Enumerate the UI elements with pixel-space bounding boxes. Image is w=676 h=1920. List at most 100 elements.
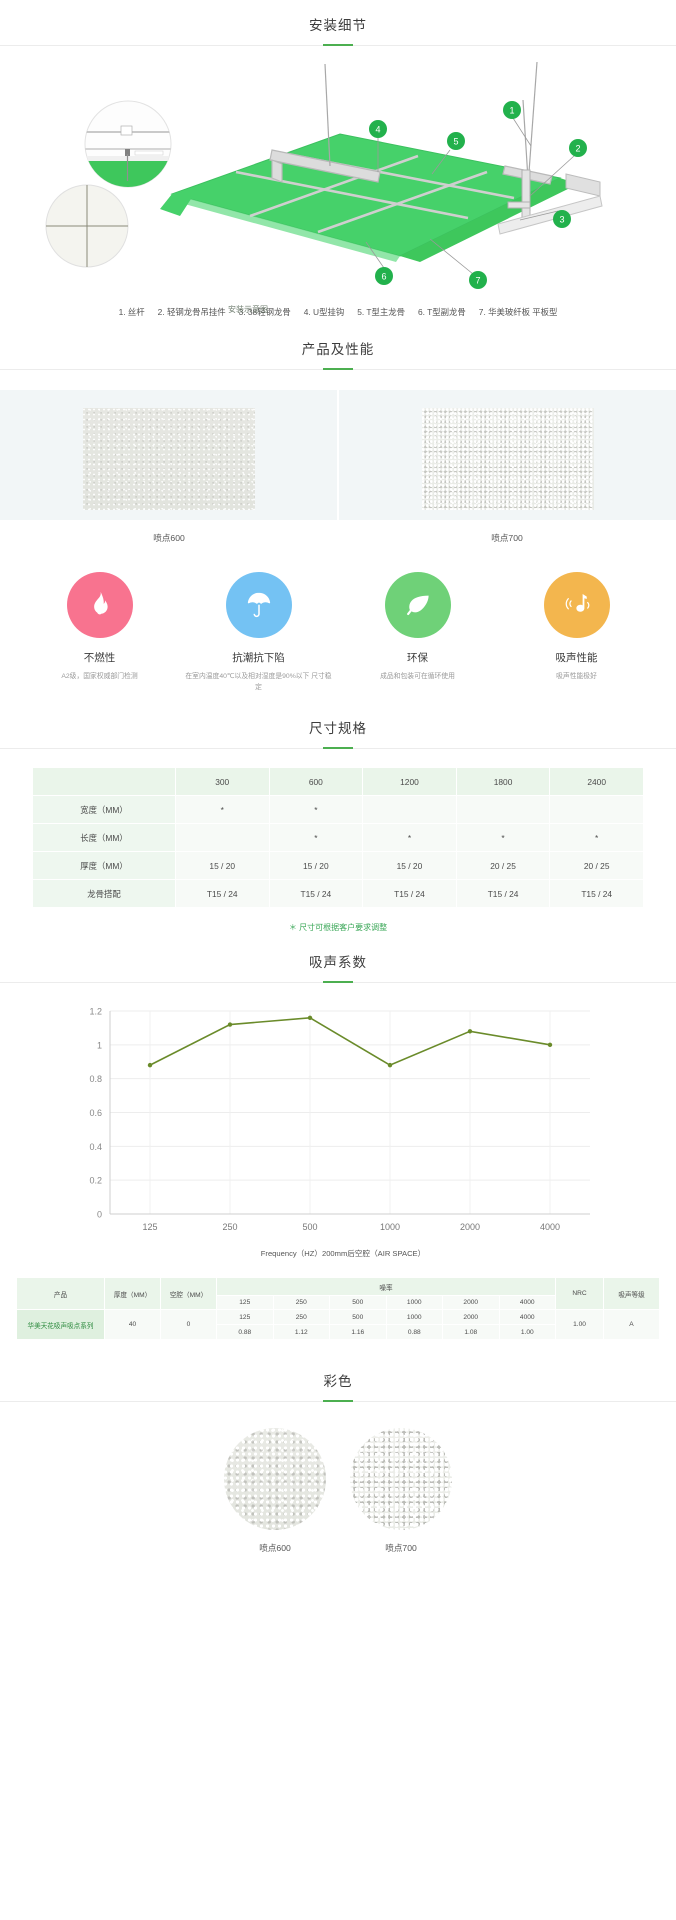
music-note-icon <box>565 594 589 612</box>
legend-item-6: 6. T型副龙骨 <box>418 307 466 317</box>
ac-value-2000: 1.08 <box>442 1324 500 1341</box>
x-axis-tick: 500 <box>302 1222 317 1232</box>
installation-diagram: 1 2 3 4 5 6 7 <box>45 61 603 289</box>
size-col-1800: 1800 <box>455 767 551 797</box>
feature-desc: A2级，国家权威部门检测 <box>61 673 138 680</box>
ac-head-rate: 噪率 <box>216 1277 556 1297</box>
legend-item-7: 7. 华美玻纤板 平板型 <box>478 307 558 317</box>
cell: * <box>549 823 644 853</box>
ac-value-250: 1.12 <box>272 1324 330 1341</box>
feature-circle <box>225 572 292 638</box>
row-label: 厚度（MM） <box>32 851 176 881</box>
chart-x-axis-label: Frequency（HZ）200mm后空腔（AIR SPACE） <box>260 1249 426 1259</box>
ac-freq-500: 500 <box>329 1295 387 1311</box>
section-underline <box>323 44 353 46</box>
cell <box>362 795 457 825</box>
section-underline <box>323 747 353 750</box>
x-axis-tick: 125 <box>142 1222 157 1232</box>
ac-freq-4000: 4000 <box>498 1309 556 1326</box>
ac-value-1000: 0.88 <box>385 1324 443 1341</box>
color-swatch-700 <box>350 1428 452 1531</box>
ac-head-grade: 吸声等级 <box>603 1277 660 1311</box>
cell: 15 / 20 <box>174 851 270 881</box>
feature-item-acoustic: 吸声性能 吸声性能极好 <box>497 572 656 693</box>
svg-text:2: 2 <box>575 144 580 154</box>
cell <box>455 795 551 825</box>
svg-text:3: 3 <box>559 215 564 225</box>
cell: 15 / 20 <box>362 851 457 881</box>
sample-caption-600: 喷点600 <box>153 533 185 543</box>
section-title-product: 产品及性能 <box>301 342 375 357</box>
ac-freq-125: 125 <box>216 1309 274 1326</box>
svg-text:4: 4 <box>375 125 380 135</box>
color-item-700[interactable]: 喷点700 <box>350 1428 452 1554</box>
svg-text:7: 7 <box>475 276 480 286</box>
ac-freq-4000: 4000 <box>498 1295 556 1311</box>
svg-text:1: 1 <box>509 106 514 116</box>
feature-title: 抗潮抗下陷 <box>232 652 285 664</box>
legend-item-1: 1. 丝杆 <box>118 307 145 317</box>
table-subheader-row: 125 250 500 1000 2000 4000 <box>17 1295 660 1311</box>
y-axis-tick: 0.2 <box>89 1176 102 1186</box>
table-row: 0.88 1.12 1.16 0.88 1.08 1.00 <box>17 1324 660 1341</box>
size-col-0 <box>32 767 176 797</box>
sample-item[interactable] <box>337 390 676 520</box>
diagram-caption: 安装示意图 <box>228 305 268 314</box>
section-header-install: 安装细节 <box>0 0 676 46</box>
leaf-icon <box>406 595 429 616</box>
section-header-size: 尺寸规格 <box>0 703 676 750</box>
cell: * <box>174 795 270 825</box>
ac-row-nrc: 1.00 <box>555 1309 604 1341</box>
section-underline <box>323 981 353 984</box>
ac-row-airspace: 0 <box>160 1309 217 1341</box>
svg-text:5: 5 <box>453 137 458 147</box>
texture-swatch-600 <box>82 408 255 510</box>
sample-item[interactable] <box>0 390 337 520</box>
cell <box>174 823 270 853</box>
section-header-color: 彩色 <box>0 1356 676 1403</box>
section-rule <box>0 747 676 750</box>
x-axis-tick: 2000 <box>460 1222 480 1232</box>
section-rule <box>0 44 676 46</box>
section-header-product: 产品及性能 <box>0 324 676 370</box>
section-underline <box>323 1400 353 1403</box>
cell: 20 / 25 <box>455 851 551 881</box>
product-sample-captions: 喷点600 喷点700 <box>0 520 676 544</box>
ac-freq-2000: 2000 <box>442 1295 500 1311</box>
cell: T15 / 24 <box>268 879 364 909</box>
section-header-absorption: 吸声系数 <box>0 937 676 984</box>
size-specification-table: 300 600 1200 1800 2400 宽度（MM） * * 长度（MM）… <box>32 767 644 909</box>
y-axis-tick: 1.2 <box>89 1007 102 1017</box>
chart-data-point <box>387 1062 393 1068</box>
feature-title: 不燃性 <box>83 652 116 664</box>
ac-row-grade: A <box>603 1309 660 1341</box>
color-item-600[interactable]: 喷点600 <box>224 1428 326 1554</box>
row-label: 长度（MM） <box>32 823 176 853</box>
feature-list: 不燃性 A2级，国家权威部门检测 抗潮抗下陷 在室内温度40℃以及相对湿度是90… <box>0 544 676 703</box>
cell: 20 / 25 <box>549 851 644 881</box>
section-title-size: 尺寸规格 <box>309 721 367 737</box>
ac-freq-2000: 2000 <box>442 1309 500 1326</box>
size-table-note: ＊ 尺寸可根据客户要求调整 <box>288 923 388 933</box>
ac-head-thickness: 厚度（MM） <box>104 1277 161 1311</box>
absorption-chart-block: 0 0.2 0.4 0.6 0.8 1 1.2 125 250 500 1000 2000 4000 F… <box>0 983 676 1259</box>
section-title-absorption: 吸声系数 <box>309 955 367 971</box>
legend-item-2: 2. 轻钢龙骨吊挂件 <box>157 307 226 317</box>
ac-head-product: 产品 <box>16 1277 105 1311</box>
installation-diagram-wrap: 1 2 3 4 5 6 7 安装示意图 <box>0 46 676 314</box>
cell: 15 / 20 <box>268 851 364 881</box>
spacer <box>0 1560 676 1576</box>
color-list: 喷点600 喷点700 <box>0 1402 676 1560</box>
ac-freq-125: 125 <box>216 1295 274 1311</box>
size-col-600: 600 <box>268 767 364 797</box>
y-axis-tick: 0 <box>97 1210 102 1220</box>
table-header-row: 300 600 1200 1800 2400 <box>32 767 644 797</box>
row-label: 龙骨搭配 <box>32 879 176 909</box>
section-rule <box>0 368 676 370</box>
cell: * <box>362 823 457 853</box>
cell: T15 / 24 <box>362 879 457 909</box>
ac-freq-1000: 1000 <box>385 1309 443 1326</box>
absorption-coefficient-chart: 0 0.2 0.4 0.6 0.8 1 1.2 125 250 500 1000 2000 4000 <box>89 1007 590 1232</box>
feature-desc: 成品和包装可在循环使用 <box>380 673 455 680</box>
ac-freq-250: 250 <box>272 1309 330 1326</box>
